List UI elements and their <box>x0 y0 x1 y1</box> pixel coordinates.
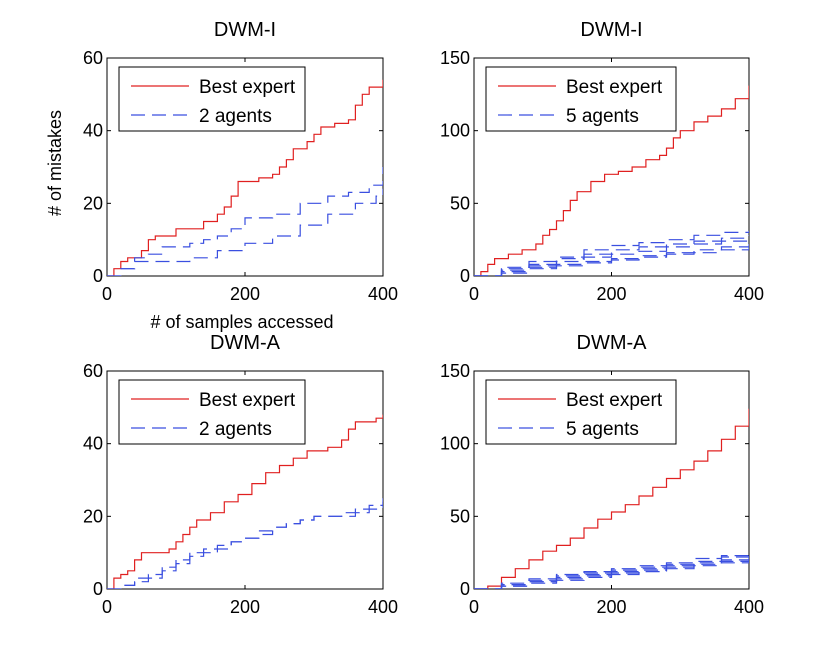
legend-label: 5 agents <box>566 419 639 440</box>
chart-title: DWM-I <box>580 19 642 41</box>
legend: Best expert 5 agents <box>485 66 677 132</box>
y-tick-label: 40 <box>83 121 103 141</box>
series-group <box>474 85 749 276</box>
chart-title: DWM-A <box>210 332 281 354</box>
legend-box <box>118 379 306 445</box>
legend-label: Best expert <box>199 390 296 411</box>
y-axis-label: # of mistakes <box>45 110 65 216</box>
agent-series-line-4 <box>474 244 749 276</box>
y-tick-label: 150 <box>440 361 470 381</box>
agent-series-line-1 <box>107 167 383 276</box>
y-tick-label: 100 <box>440 434 470 454</box>
y-tick-label: 0 <box>460 266 470 286</box>
series-group <box>107 79 383 276</box>
x-tick-label: 0 <box>102 597 112 617</box>
agent-series-line-2 <box>107 188 383 276</box>
series-group <box>107 414 383 589</box>
x-tick-label: 0 <box>469 284 479 304</box>
y-tick-label: 0 <box>93 266 103 286</box>
legend-box <box>485 379 677 445</box>
legend: Best expert 5 agents <box>485 379 677 445</box>
y-tick-label: 150 <box>440 48 470 68</box>
x-tick-label: 400 <box>368 284 398 304</box>
legend-label: Best expert <box>566 77 663 98</box>
x-tick-label: 400 <box>734 597 764 617</box>
agent-series-line-1 <box>107 498 383 589</box>
legend-label: Best expert <box>566 390 663 411</box>
x-axis-label: # of samples accessed <box>150 312 333 332</box>
x-tick-label: 200 <box>596 597 626 617</box>
best-expert-line <box>107 79 383 276</box>
agent-series-line-2 <box>107 501 383 589</box>
legend: Best expert 2 agents <box>118 379 306 445</box>
legend-box <box>485 66 677 132</box>
agent-series-line-5 <box>474 559 749 589</box>
chart-title: DWM-I <box>214 19 276 41</box>
best-expert-line <box>107 414 383 589</box>
legend-label: 2 agents <box>199 419 272 440</box>
legend-label: 5 agents <box>566 106 639 127</box>
y-tick-label: 60 <box>83 48 103 68</box>
agent-series-line-4 <box>474 558 749 589</box>
best-expert-line <box>474 408 749 589</box>
agent-series-line-3 <box>474 557 749 589</box>
y-tick-label: 0 <box>93 579 103 599</box>
x-tick-label: 0 <box>469 597 479 617</box>
agent-series-line-1 <box>474 551 749 589</box>
agent-series-line-5 <box>474 246 749 276</box>
y-tick-label: 20 <box>83 506 103 526</box>
chart-panel-3: DWM-A 0 200 400 0 20 40 60 Best expert 2 agents <box>83 332 398 617</box>
x-tick-label: 400 <box>368 597 398 617</box>
x-tick-label: 400 <box>734 284 764 304</box>
legend-label: Best expert <box>199 77 296 98</box>
y-tick-label: 0 <box>460 579 470 599</box>
y-tick-label: 50 <box>450 193 470 213</box>
y-tick-label: 50 <box>450 506 470 526</box>
agent-series-line-2 <box>474 554 749 589</box>
x-tick-label: 200 <box>230 284 260 304</box>
legend-box <box>118 66 306 132</box>
x-tick-label: 200 <box>596 284 626 304</box>
y-tick-label: 20 <box>83 193 103 213</box>
agent-series-line-3 <box>474 239 749 276</box>
chart-panel-2: DWM-I 0 200 400 0 50 100 150 Best expert 5 agents <box>440 19 764 304</box>
x-tick-label: 0 <box>102 284 112 304</box>
series-group <box>474 408 749 589</box>
y-tick-label: 60 <box>83 361 103 381</box>
best-expert-line <box>474 85 749 276</box>
y-tick-label: 100 <box>440 121 470 141</box>
legend: Best expert 2 agents <box>118 66 306 132</box>
legend-label: 2 agents <box>199 106 272 127</box>
chart-title: DWM-A <box>577 332 648 354</box>
x-tick-label: 200 <box>230 597 260 617</box>
chart-panel-4: DWM-A 0 200 400 0 50 100 150 Best expert 5 agents <box>440 332 764 617</box>
chart-panel-1: DWM-I 0 200 400 0 20 40 60 # of samples accessed… <box>45 19 398 332</box>
y-tick-label: 40 <box>83 434 103 454</box>
